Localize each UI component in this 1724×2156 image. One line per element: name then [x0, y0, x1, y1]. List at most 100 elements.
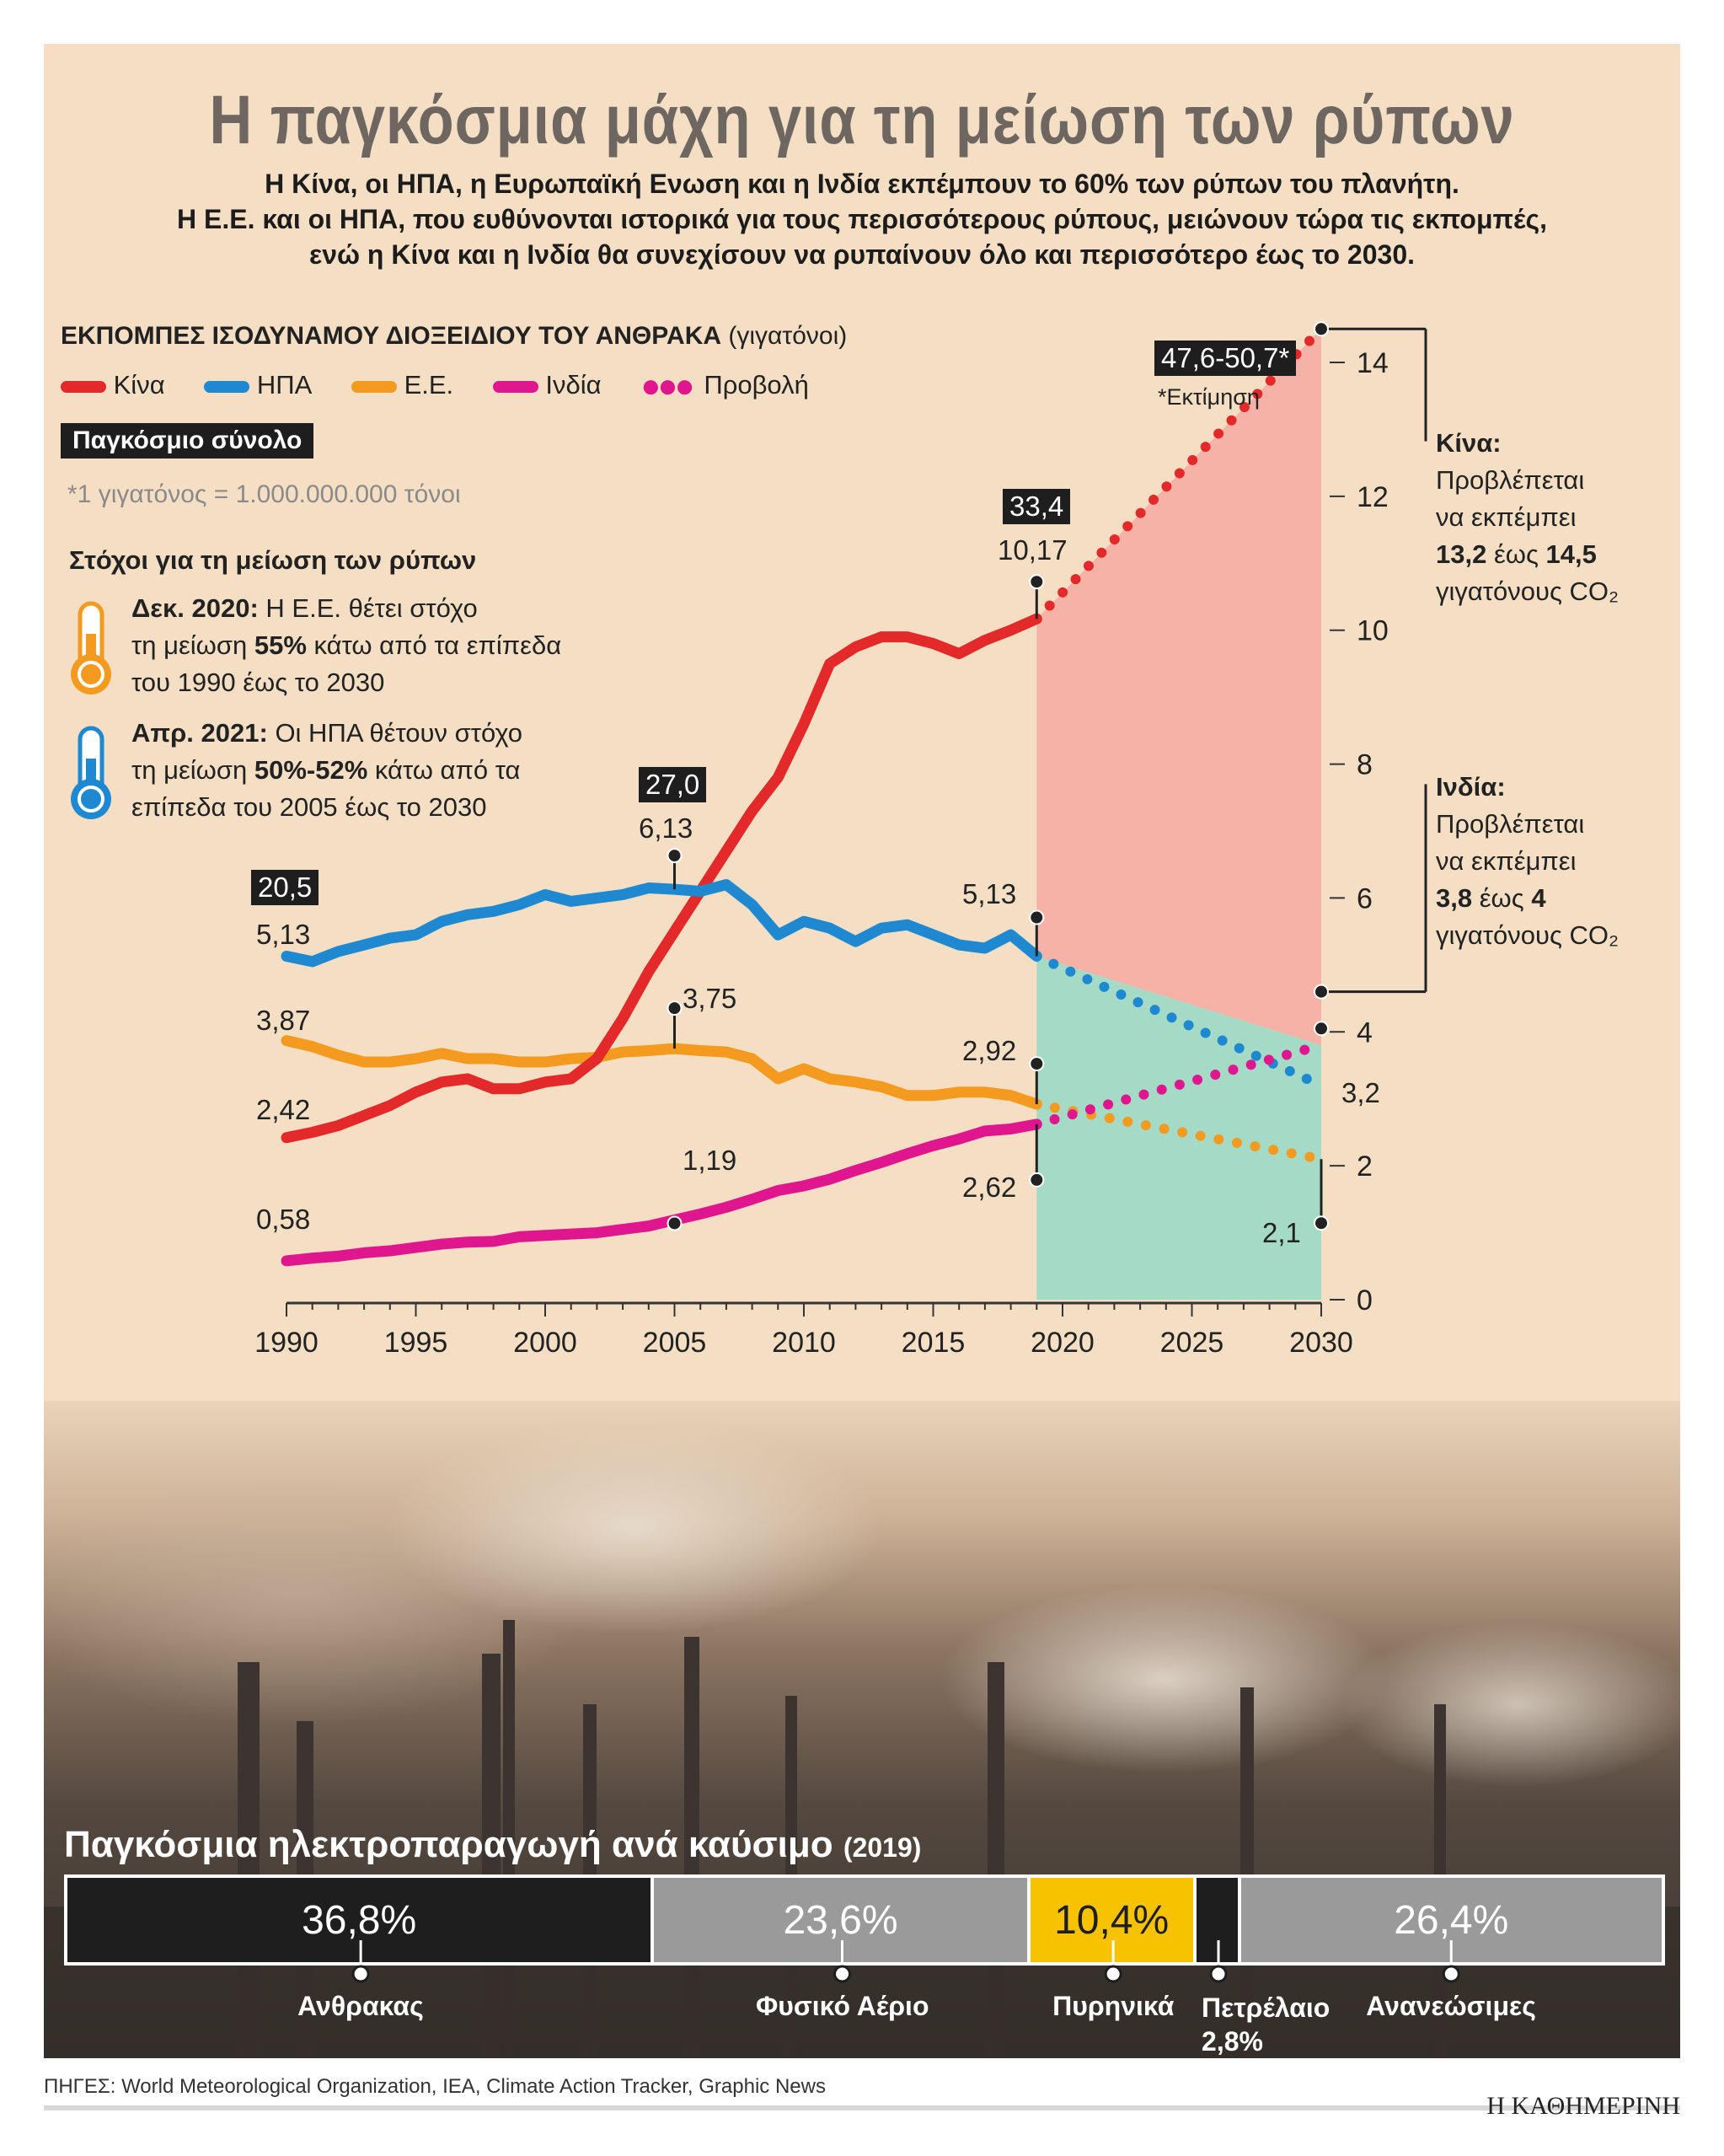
india-projection-note: Ινδία: Προβλέπεται να εκπέμπει 3,8 έως 4…	[1436, 769, 1619, 954]
india-line	[281, 1118, 1042, 1267]
fuel-pins	[351, 1940, 1460, 1983]
fuel-pin-dot	[1104, 1965, 1122, 1983]
china-note-low: 13,2	[1436, 539, 1487, 569]
eu-2005-pin-dot	[667, 1000, 683, 1016]
annotation-markers	[667, 321, 1427, 1231]
india-2005-value: 1,19	[683, 1145, 737, 1176]
x-tick-label: 2015	[902, 1327, 966, 1359]
india-2030-dot	[1314, 984, 1329, 1000]
india-2005-pin-dot	[667, 1215, 683, 1231]
usa-1990-value: 5,13	[256, 919, 311, 950]
fuel-label-coal: Ανθρακας	[297, 1991, 424, 2021]
india-note-high: 4	[1531, 883, 1546, 913]
chart-unit: (γιγατόνοι)	[728, 322, 848, 350]
goal-usa-line2c: κάτω από τα	[367, 755, 521, 785]
legend-swatch-projection: ●●●	[640, 367, 695, 405]
legend-label-projection: Προβολή	[704, 369, 809, 400]
legend-label-usa: ΗΠΑ	[256, 369, 313, 400]
fuel-pin-dot	[1209, 1965, 1228, 1983]
y-tick-label: 2	[1357, 1150, 1373, 1183]
thermometer-blue-icon	[66, 725, 116, 830]
eu-line	[281, 1035, 1042, 1110]
chart-heading-text: ΕΚΠΟΜΠΕΣ ΙΣΟΔΥΝΑΜΟΥ ΔΙΟΞΕΙΔΙΟΥ ΤΟΥ ΑΝΘΡΑ…	[61, 322, 722, 350]
legend-swatch-india	[492, 380, 538, 393]
india-projection-line	[1031, 1040, 1326, 1129]
fuel-value-gas: 23,6%	[783, 1897, 898, 1943]
china-projection-note: Κίνα: Προβλέπεται να εκπέμπει 13,2 έως 1…	[1436, 425, 1619, 610]
x-tick-label: 1995	[384, 1327, 448, 1359]
sources: ΠΗΓΕΣ: World Meteorological Organization…	[44, 2075, 826, 2098]
total-2019-badge: 33,4	[1003, 489, 1071, 524]
goal-eu-line3: του 1990 έως το 2030	[131, 668, 385, 697]
goal-eu: Δεκ. 2020: Η Ε.Ε. θέτει στόχο τη μείωση …	[131, 590, 561, 701]
goal-eu-line2a: τη μείωση	[131, 630, 254, 660]
x-tick-label: 2025	[1160, 1327, 1224, 1359]
eu-projection-line	[1031, 1099, 1326, 1165]
india-2030-pin-dot	[1314, 1021, 1329, 1037]
y-tick-label: 4	[1357, 1016, 1373, 1049]
y-axis: 0 2 4 6 8 10 12 14	[1330, 347, 1389, 1317]
goal-usa: Απρ. 2021: Οι ΗΠΑ θέτουν στόχο τη μείωση…	[131, 715, 522, 826]
brand-logo: Η ΚΑΘΗΜΕΡΙΝΗ	[1486, 2092, 1680, 2120]
china-note-unit: γιγατόνους CO₂	[1436, 577, 1620, 606]
china-note-line2: να εκπέμπει	[1436, 502, 1577, 532]
eu-2030-value: 2,1	[1262, 1217, 1301, 1248]
china-line	[281, 613, 1042, 1144]
china-1990-value: 2,42	[256, 1094, 311, 1125]
fuel-label-nuclear: Πυρηνικά	[1052, 1991, 1175, 2021]
usa-2005-value: 6,13	[639, 813, 693, 844]
eu-1990-value: 3,87	[256, 1005, 311, 1036]
goal-eu-line1: Η Ε.Ε. θέτει στόχο	[265, 593, 478, 623]
usa-line	[281, 879, 1042, 968]
legend-swatch-usa	[204, 380, 250, 393]
goal-usa-line2a: τη μείωση	[131, 755, 254, 785]
india-note-unit: γιγατόνους CO₂	[1436, 920, 1620, 950]
legend-label-china: Κίνα	[113, 369, 165, 400]
footer-rule	[44, 2105, 1680, 2110]
total-2030-badge: 47,6-50,7*	[1154, 341, 1297, 376]
usa-projection-line	[1031, 951, 1326, 1091]
fuel-label-oil: Πετρέλαιο 2,8%	[1202, 1991, 1330, 2058]
fuel-value-nuclear: 10,4%	[1054, 1897, 1170, 1943]
india-projection-area	[1036, 956, 1321, 1300]
x-axis: 1990 1995 2000 2005 2010 2015 2020 2025 2030	[254, 1301, 1353, 1359]
goal-usa-date: Απρ. 2021:	[131, 718, 268, 748]
india-note-low: 3,8	[1436, 883, 1473, 913]
y-tick-label: 0	[1357, 1284, 1373, 1317]
legend: Κίνα ΗΠΑ Ε.Ε. Ινδία ●●● Προβολή	[61, 367, 809, 405]
india-2019-pin-dot	[1029, 1172, 1045, 1188]
india-note-title: Ινδία:	[1436, 772, 1506, 802]
goal-eu-line2c: κάτω από τα επίπεδα	[306, 630, 562, 660]
subtitle-line-1: Η Κίνα, οι ΗΠΑ, η Ευρωπαϊκή Ενωση και η …	[265, 169, 1459, 199]
china-2019-value: 10,17	[998, 534, 1068, 566]
x-tick-label: 2030	[1289, 1327, 1353, 1359]
usa-2005-pin-dot	[667, 848, 683, 864]
goal-usa-percent: 50%-52%	[254, 755, 368, 785]
eu-2005-value: 3,75	[683, 983, 737, 1014]
electricity-year: (2019)	[843, 1832, 922, 1863]
y-tick-label: 8	[1357, 749, 1373, 781]
china-note-high: 14,5	[1545, 539, 1597, 569]
goal-eu-percent: 55%	[254, 630, 307, 660]
legend-swatch-china	[61, 380, 106, 393]
china-2019-pin-dot	[1029, 574, 1045, 590]
estimate-note: *Εκτίμηση	[1158, 384, 1260, 410]
india-note-line1: Προβλέπεται	[1436, 809, 1585, 839]
electricity-title-text: Παγκόσμια ηλεκτροπαραγωγή ανά καύσιμο	[64, 1824, 833, 1865]
china-2030-dot	[1314, 321, 1329, 337]
chart-heading: ΕΚΠΟΜΠΕΣ ΙΣΟΔΥΝΑΜΟΥ ΔΙΟΞΕΙΔΙΟΥ ΤΟΥ ΑΝΘΡΑ…	[61, 322, 847, 351]
fuel-pin-dot	[1442, 1965, 1460, 1983]
legend-swatch-eu	[351, 380, 397, 393]
goal-usa-line3: επίπεδα του 2005 έως το 2030	[131, 792, 487, 822]
x-tick-label: 2000	[513, 1327, 577, 1359]
legend-label-india: Ινδία	[545, 369, 602, 400]
fuel-label-gas: Φυσικό Αέριο	[756, 1991, 929, 2021]
eu-2030-pin-dot	[1314, 1215, 1329, 1231]
series-lines	[281, 613, 1042, 1267]
x-tick-label: 2005	[643, 1327, 707, 1359]
usa-2030-value: 3,2	[1341, 1077, 1380, 1108]
goal-usa-line1: Οι ΗΠΑ θέτουν στόχο	[275, 718, 523, 748]
x-tick-label: 2020	[1031, 1327, 1095, 1359]
eu-2019-pin-dot	[1029, 1056, 1045, 1072]
gigaton-footnote: *1 γιγατόνος = 1.000.000.000 τόνοι	[67, 480, 461, 508]
